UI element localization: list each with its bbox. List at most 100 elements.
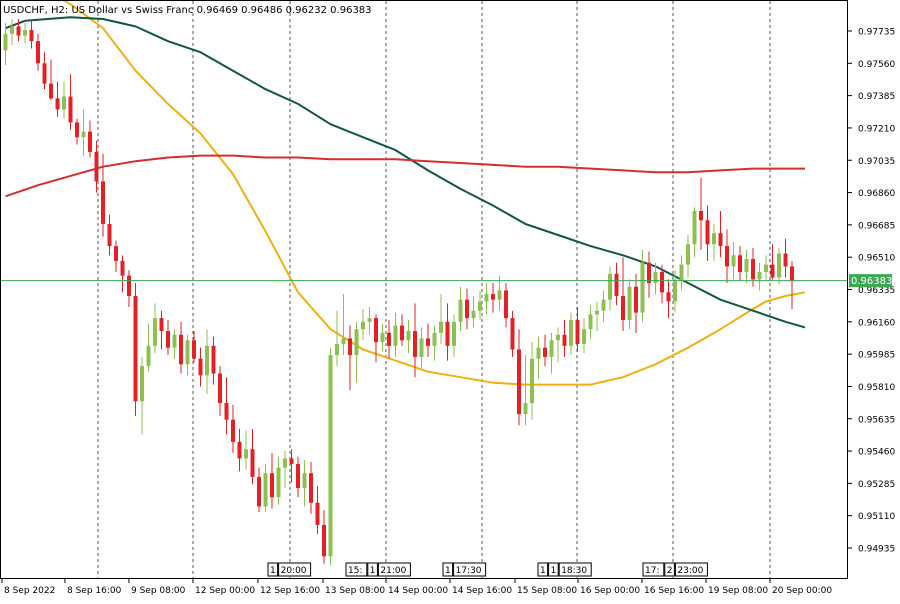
event-marker-0[interactable]: 1 20:00 xyxy=(267,562,312,577)
candle-body-bullish xyxy=(757,271,762,280)
candle-body-bullish xyxy=(471,310,476,319)
candle xyxy=(94,140,99,193)
candle xyxy=(575,307,580,352)
event-marker-box xyxy=(345,562,368,577)
candle-body-bullish xyxy=(744,259,749,272)
candle xyxy=(114,240,118,272)
event-marker-3[interactable]: 1 1 18:30 xyxy=(537,562,592,577)
candle-body-bearish xyxy=(621,295,625,320)
candle xyxy=(406,319,411,354)
price-tick-label: 0.95460 xyxy=(858,448,895,458)
candle xyxy=(627,279,632,330)
candle xyxy=(257,467,261,512)
candle xyxy=(705,205,710,261)
candle-body-bearish xyxy=(218,373,222,404)
candle xyxy=(198,347,203,387)
candle-body-bearish xyxy=(55,98,60,110)
price-axis[interactable]: 0.97735 0.97560 0.97385 0.97210 0.97035 0.968… xyxy=(848,28,895,555)
candle xyxy=(465,288,469,330)
candle-body-bearish xyxy=(296,463,300,488)
candle xyxy=(426,323,430,357)
candle-body-bearish xyxy=(322,524,326,557)
candle xyxy=(764,255,768,282)
candle-body-bullish xyxy=(686,244,690,265)
candle-body-bearish xyxy=(75,122,79,138)
time-tick-label: 19 Sep 08:00 xyxy=(708,586,768,596)
candle xyxy=(712,223,716,261)
candle-body-bullish xyxy=(62,96,66,110)
candle-body-bullish xyxy=(653,271,658,284)
candle-body-bullish xyxy=(335,343,339,356)
event-marker-2[interactable]: 1 17:30 xyxy=(442,562,487,577)
candle-body-bearish xyxy=(250,449,255,477)
candle-body-bearish xyxy=(575,319,580,344)
event-marker-4[interactable]: 17: 2 23:00 xyxy=(642,562,708,577)
candle-body-bearish xyxy=(289,458,294,464)
candle xyxy=(348,325,352,391)
candle-body-bearish xyxy=(517,349,521,415)
candle-body-bearish xyxy=(543,347,547,357)
candle-body-bearish xyxy=(783,253,788,267)
candle-body-bullish xyxy=(530,358,534,404)
candle xyxy=(218,366,222,416)
candle-body-bearish xyxy=(237,441,242,459)
candle-body-bullish xyxy=(484,294,489,302)
candle-body-bearish xyxy=(614,273,619,296)
candle-body-bearish xyxy=(107,223,112,247)
candle xyxy=(777,247,781,285)
candle xyxy=(185,334,190,376)
candle xyxy=(595,301,599,332)
candle-body-bullish xyxy=(10,26,14,34)
candle xyxy=(49,59,53,101)
candle xyxy=(179,321,183,374)
candle xyxy=(556,327,560,363)
symbol-label: USDCHF xyxy=(3,5,45,16)
candle xyxy=(140,356,144,435)
chart-header: USDCHF, H2: US Dollar vs Swiss Franc 0.9… xyxy=(3,5,372,16)
symbol-description: US Dollar vs Swiss Franc xyxy=(71,5,193,16)
price-tick-label: 0.96160 xyxy=(858,318,895,328)
candle-body-bearish xyxy=(127,275,131,296)
candle-body-bearish xyxy=(94,151,99,182)
candle xyxy=(608,266,612,311)
candle-body-bullish xyxy=(205,345,209,376)
candle-body-bullish xyxy=(595,310,599,315)
candle-body-bearish xyxy=(159,318,164,332)
candle xyxy=(237,428,242,472)
candle-body-bullish xyxy=(458,299,463,322)
event-marker-box xyxy=(267,562,279,577)
candle-body-bullish xyxy=(153,318,157,346)
current-price-label: 0.96383 xyxy=(851,276,892,287)
event-marker-label: 17:30 xyxy=(456,566,482,576)
candle xyxy=(380,323,385,352)
time-axis[interactable]: 8 Sep 2022 8 Sep 16:00 9 Sep 08:00 12 Sep 0… xyxy=(1,579,832,596)
candle-body-bullish xyxy=(263,473,268,507)
candle xyxy=(738,246,742,282)
candle xyxy=(601,290,606,322)
candle xyxy=(660,264,664,304)
candle xyxy=(23,22,27,44)
candle xyxy=(530,342,534,420)
price-tick-label: 0.95285 xyxy=(858,480,895,490)
candle-body-bullish xyxy=(582,329,586,344)
vertical-grid xyxy=(97,1,771,579)
candle xyxy=(374,314,378,363)
event-marker-1[interactable]: 15: 1 21:00 xyxy=(345,562,411,577)
event-markers[interactable]: 1 20:00 15: 1 21:00 1 17:30 1 1 18:30 17: 2 23:00 xyxy=(267,562,708,577)
price-tick-label: 0.95635 xyxy=(858,415,895,425)
event-marker-label: 2 xyxy=(667,566,673,576)
candle-body-bullish xyxy=(712,233,716,245)
candle-body-bearish xyxy=(562,334,567,346)
candle-body-bearish xyxy=(224,403,229,420)
time-tick-label: 14 Sep 16:00 xyxy=(452,586,512,596)
candle xyxy=(783,238,788,278)
candle-body-bullish xyxy=(185,340,190,365)
candle-body-bullish xyxy=(276,467,281,498)
candle xyxy=(582,318,586,354)
candle-body-bullish xyxy=(439,321,443,333)
candle-body-bearish xyxy=(387,332,391,346)
candle xyxy=(81,109,86,156)
candle-body-bullish xyxy=(146,345,151,367)
candle-body-bearish xyxy=(790,266,794,282)
